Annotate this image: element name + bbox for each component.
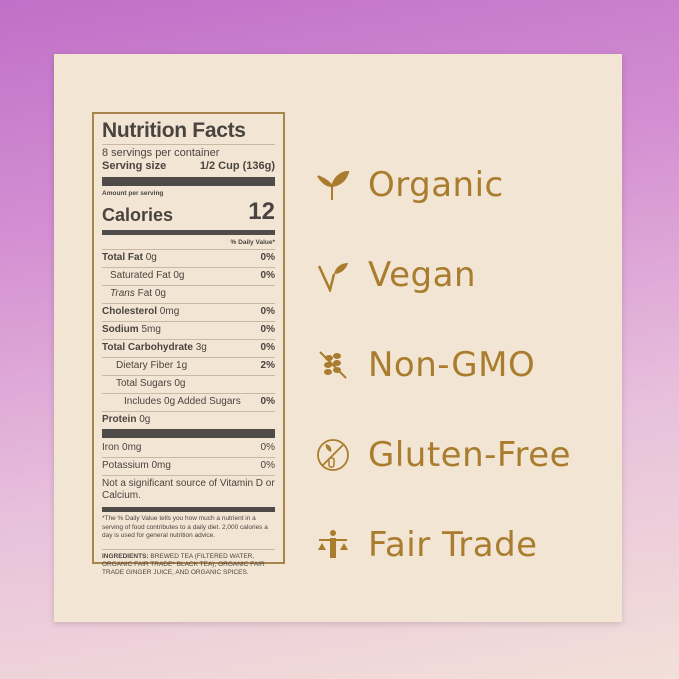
label-text: 3g [195, 342, 207, 354]
label-text: 2% [260, 360, 275, 372]
calories-value: 12 [248, 198, 275, 225]
label-text: 0g [173, 270, 185, 282]
claim-fair-trade: Fair Trade [316, 500, 571, 590]
row-total-sugars: Total Sugars 0g [102, 375, 275, 393]
label-text: Saturated Fat [110, 270, 171, 282]
claim-gluten-free: Gluten-Free [316, 410, 571, 500]
divider [102, 507, 275, 513]
label-text: Total Carbohydrate [102, 342, 193, 354]
vitamin-note: Not a significant source of Vitamin D or… [102, 475, 275, 505]
label-text: 0% [260, 306, 275, 318]
row-protein: Protein 0g [102, 411, 275, 429]
label-text: 0g [174, 378, 186, 390]
claim-non-gmo: Non-GMO [316, 320, 571, 410]
dv-header: % Daily Value* [230, 238, 275, 246]
label-text: Includes 0g Added Sugars [124, 396, 241, 408]
serving-size-label: Serving size [102, 160, 167, 173]
row-potassium: Potassium 0mg 0% [102, 457, 275, 475]
calories: Calories 12 [102, 198, 275, 227]
calories-label: Calories [102, 205, 174, 226]
claim-text: Gluten-Free [368, 435, 572, 475]
claims-list: Organic Vegan Non-GMO Gluten-Free Fair T… [316, 140, 571, 590]
crossed-wheat-icon [319, 351, 347, 379]
label-text: BREWED TEA (FILTERED WATER, ORGANIC FAIR… [102, 552, 265, 577]
claim-text: Organic [368, 165, 504, 205]
vegan-v-leaf-icon [317, 263, 348, 292]
scales-person-icon [318, 530, 348, 558]
divider [102, 176, 275, 186]
row-saturated-fat: Saturated Fat 0g 0% [102, 267, 275, 285]
claim-vegan: Vegan [316, 230, 571, 320]
label-text: Sodium [102, 324, 139, 336]
row-trans-fat: Trans Fat 0g [102, 285, 275, 303]
sprout-icon [317, 170, 350, 200]
row-dietary-fiber: Dietary Fiber 1g 2% [102, 357, 275, 375]
claim-text: Fair Trade [368, 525, 538, 565]
row-iron: Iron 0mg 0% [102, 440, 275, 457]
nutrition-facts-label: Nutrition Facts 8 servings per container… [92, 112, 285, 576]
label-text: Fat 0g [137, 288, 166, 300]
divider [102, 229, 275, 235]
row-sodium: Sodium 5mg 0% [102, 321, 275, 339]
divider [102, 429, 275, 439]
servings: 8 servings per container [102, 147, 220, 160]
row-cholesterol: Cholesterol 0mg 0% [102, 303, 275, 321]
label-text: 5mg [141, 324, 161, 336]
label-text: 0% [260, 442, 275, 454]
no-gluten-icon [317, 439, 349, 471]
label-text: 0% [260, 270, 275, 282]
label-text: 0% [260, 396, 275, 408]
row-total-carbohydrate: Total Carbohydrate 3g 0% [102, 339, 275, 357]
claim-text: Non-GMO [368, 345, 536, 385]
label-text: Cholesterol [102, 306, 158, 318]
label-text: 0% [260, 252, 275, 264]
label-text: Total Sugars [116, 378, 172, 390]
amount-per-serving: Amount per serving [102, 189, 164, 197]
label-text: Dietary Fiber [116, 360, 174, 372]
serving-size-value: 1/2 Cup (136g) [199, 160, 275, 173]
label-text: 0% [260, 324, 275, 336]
label-text: INGREDIENTS: [102, 552, 149, 560]
label-text: 0% [260, 460, 275, 472]
serving-size: Serving size 1/2 Cup (136g) [102, 160, 275, 173]
product-panel: Nutrition Facts 8 servings per container… [54, 54, 622, 622]
label-text: 0g [139, 414, 151, 426]
label-text: 1g [176, 360, 188, 372]
row-added-sugars: Includes 0g Added Sugars 0% [102, 393, 275, 411]
label-text: Trans [110, 288, 135, 300]
label-title: Nutrition Facts [102, 118, 275, 146]
label-text: Protein [102, 414, 137, 426]
claim-organic: Organic [316, 140, 571, 230]
ingredients: INGREDIENTS: BREWED TEA (FILTERED WATER,… [102, 548, 275, 578]
claim-text: Vegan [368, 255, 477, 295]
label-text: 0g [145, 252, 157, 264]
footnote: *The % Daily Value tells you how much a … [102, 515, 268, 540]
row-total-fat: Total Fat 0g 0% [102, 249, 275, 267]
label-text: Potassium 0mg [102, 460, 171, 472]
label-text: Iron 0mg [102, 442, 142, 454]
label-text: 0mg [159, 306, 180, 318]
label-text: 0% [260, 342, 275, 354]
label-text: Total Fat [102, 252, 143, 264]
